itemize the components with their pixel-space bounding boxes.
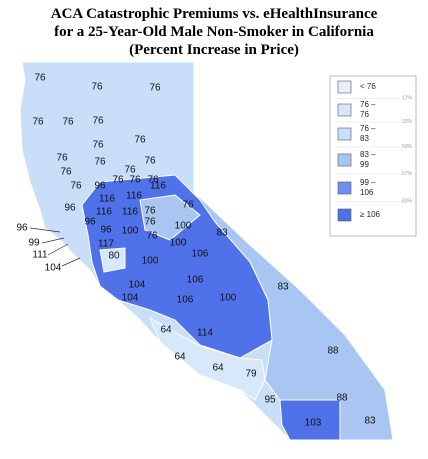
region-label: 96	[64, 203, 76, 214]
legend-label: 76 –	[360, 100, 376, 109]
legend-label: 99	[360, 160, 369, 169]
legend-swatch	[337, 103, 352, 117]
region-label: 117	[98, 239, 114, 250]
region-label: 76	[92, 140, 104, 151]
region-label: 103	[305, 418, 322, 429]
region-label: 111	[32, 250, 48, 261]
region-label: 83	[364, 416, 376, 427]
leader-line	[47, 243, 69, 256]
region-label: 96	[100, 225, 112, 236]
region-label: 76	[144, 156, 156, 167]
region-label: 106	[187, 275, 204, 286]
legend-label: 83 –	[360, 150, 376, 159]
legend-label: 99 –	[360, 178, 376, 187]
region-la	[148, 316, 266, 401]
leader-line	[41, 237, 65, 244]
region-label: 76	[129, 175, 141, 186]
legend-swatch	[337, 181, 352, 195]
region-label: 106	[177, 295, 194, 306]
region-bay	[99, 247, 126, 273]
legend-swatch	[337, 80, 352, 94]
region-label: 79	[245, 369, 257, 380]
title-line: (Percent Increase in Price)	[129, 42, 299, 58]
region-label: 76	[146, 231, 158, 242]
region-label: 104	[122, 293, 139, 304]
region-label: 76	[92, 116, 104, 127]
region-label: 76	[147, 175, 159, 186]
region-central	[81, 174, 273, 359]
legend-label: 83	[360, 134, 369, 143]
legend-percentile: 83%	[402, 199, 413, 205]
region-label: 76	[56, 153, 68, 164]
region-label: 76	[62, 117, 74, 128]
region-label: 76	[94, 157, 106, 168]
region-label: 100	[170, 238, 187, 249]
region-label: 76	[134, 135, 146, 146]
legend-label: < 76	[360, 82, 376, 91]
region-label: 104	[45, 263, 62, 274]
region-label: 116	[122, 207, 138, 218]
region-label: 99	[28, 238, 40, 249]
region-label: 116	[99, 194, 115, 205]
region-label: 76	[112, 175, 124, 186]
legend-label: 76	[360, 110, 369, 119]
title-line: for a 25-Year-Old Male Non-Smoker in Cal…	[54, 24, 374, 40]
region-label: 106	[192, 249, 209, 260]
region-label: 64	[212, 363, 224, 374]
region-label: 76	[91, 82, 103, 93]
leader-line	[29, 227, 61, 233]
legend-label: 76 –	[360, 124, 376, 133]
legend-percentile: 67%	[402, 171, 413, 177]
legend-label: ≥ 106	[360, 210, 381, 219]
region-label: 104	[129, 280, 146, 291]
region-label: 114	[197, 328, 213, 339]
region-label: 64	[174, 352, 186, 363]
region-label: 96	[16, 223, 28, 234]
region-label: 76	[124, 165, 136, 176]
region-label: 83	[216, 228, 228, 239]
legend-percentile: 17%	[402, 96, 413, 102]
region-label: 64	[160, 325, 172, 336]
legend-percentile: 50%	[402, 144, 413, 150]
region-label: 116	[150, 181, 166, 192]
region-label: 83	[277, 282, 289, 293]
legend-swatch	[337, 153, 352, 167]
region-label: 76	[144, 217, 156, 228]
legend-swatch	[337, 127, 352, 141]
title-line: ACA Catastrophic Premiums vs. eHealthIns…	[51, 6, 378, 22]
region-label: 100	[122, 226, 139, 237]
region-label: 116	[126, 191, 142, 202]
region-label: 100	[142, 256, 159, 267]
region-sierra	[139, 194, 201, 241]
region-label: 76	[32, 117, 44, 128]
region-south	[279, 399, 341, 441]
region-label: 100	[175, 221, 192, 232]
region-label: 76	[144, 206, 156, 217]
region-label: 76	[70, 181, 82, 192]
region-label: 76	[34, 73, 46, 84]
region-label: 88	[336, 393, 348, 404]
region-label: 116	[96, 207, 112, 218]
legend-percentile: 33%	[402, 119, 413, 125]
california-map	[19, 61, 394, 441]
region-label: 100	[220, 293, 237, 304]
region-label: 95	[264, 395, 276, 406]
region-label: 76	[182, 200, 194, 211]
legend-swatch	[337, 208, 352, 222]
region-label: 96	[94, 181, 106, 192]
region-label: 88	[327, 346, 339, 357]
leader-line	[61, 257, 81, 267]
region-label: 76	[60, 167, 72, 178]
leader-lines	[29, 227, 81, 267]
region-label: 76	[149, 83, 161, 94]
legend-label: 106	[360, 188, 374, 197]
region-label: 96	[84, 217, 96, 228]
region-label: 80	[108, 251, 120, 262]
